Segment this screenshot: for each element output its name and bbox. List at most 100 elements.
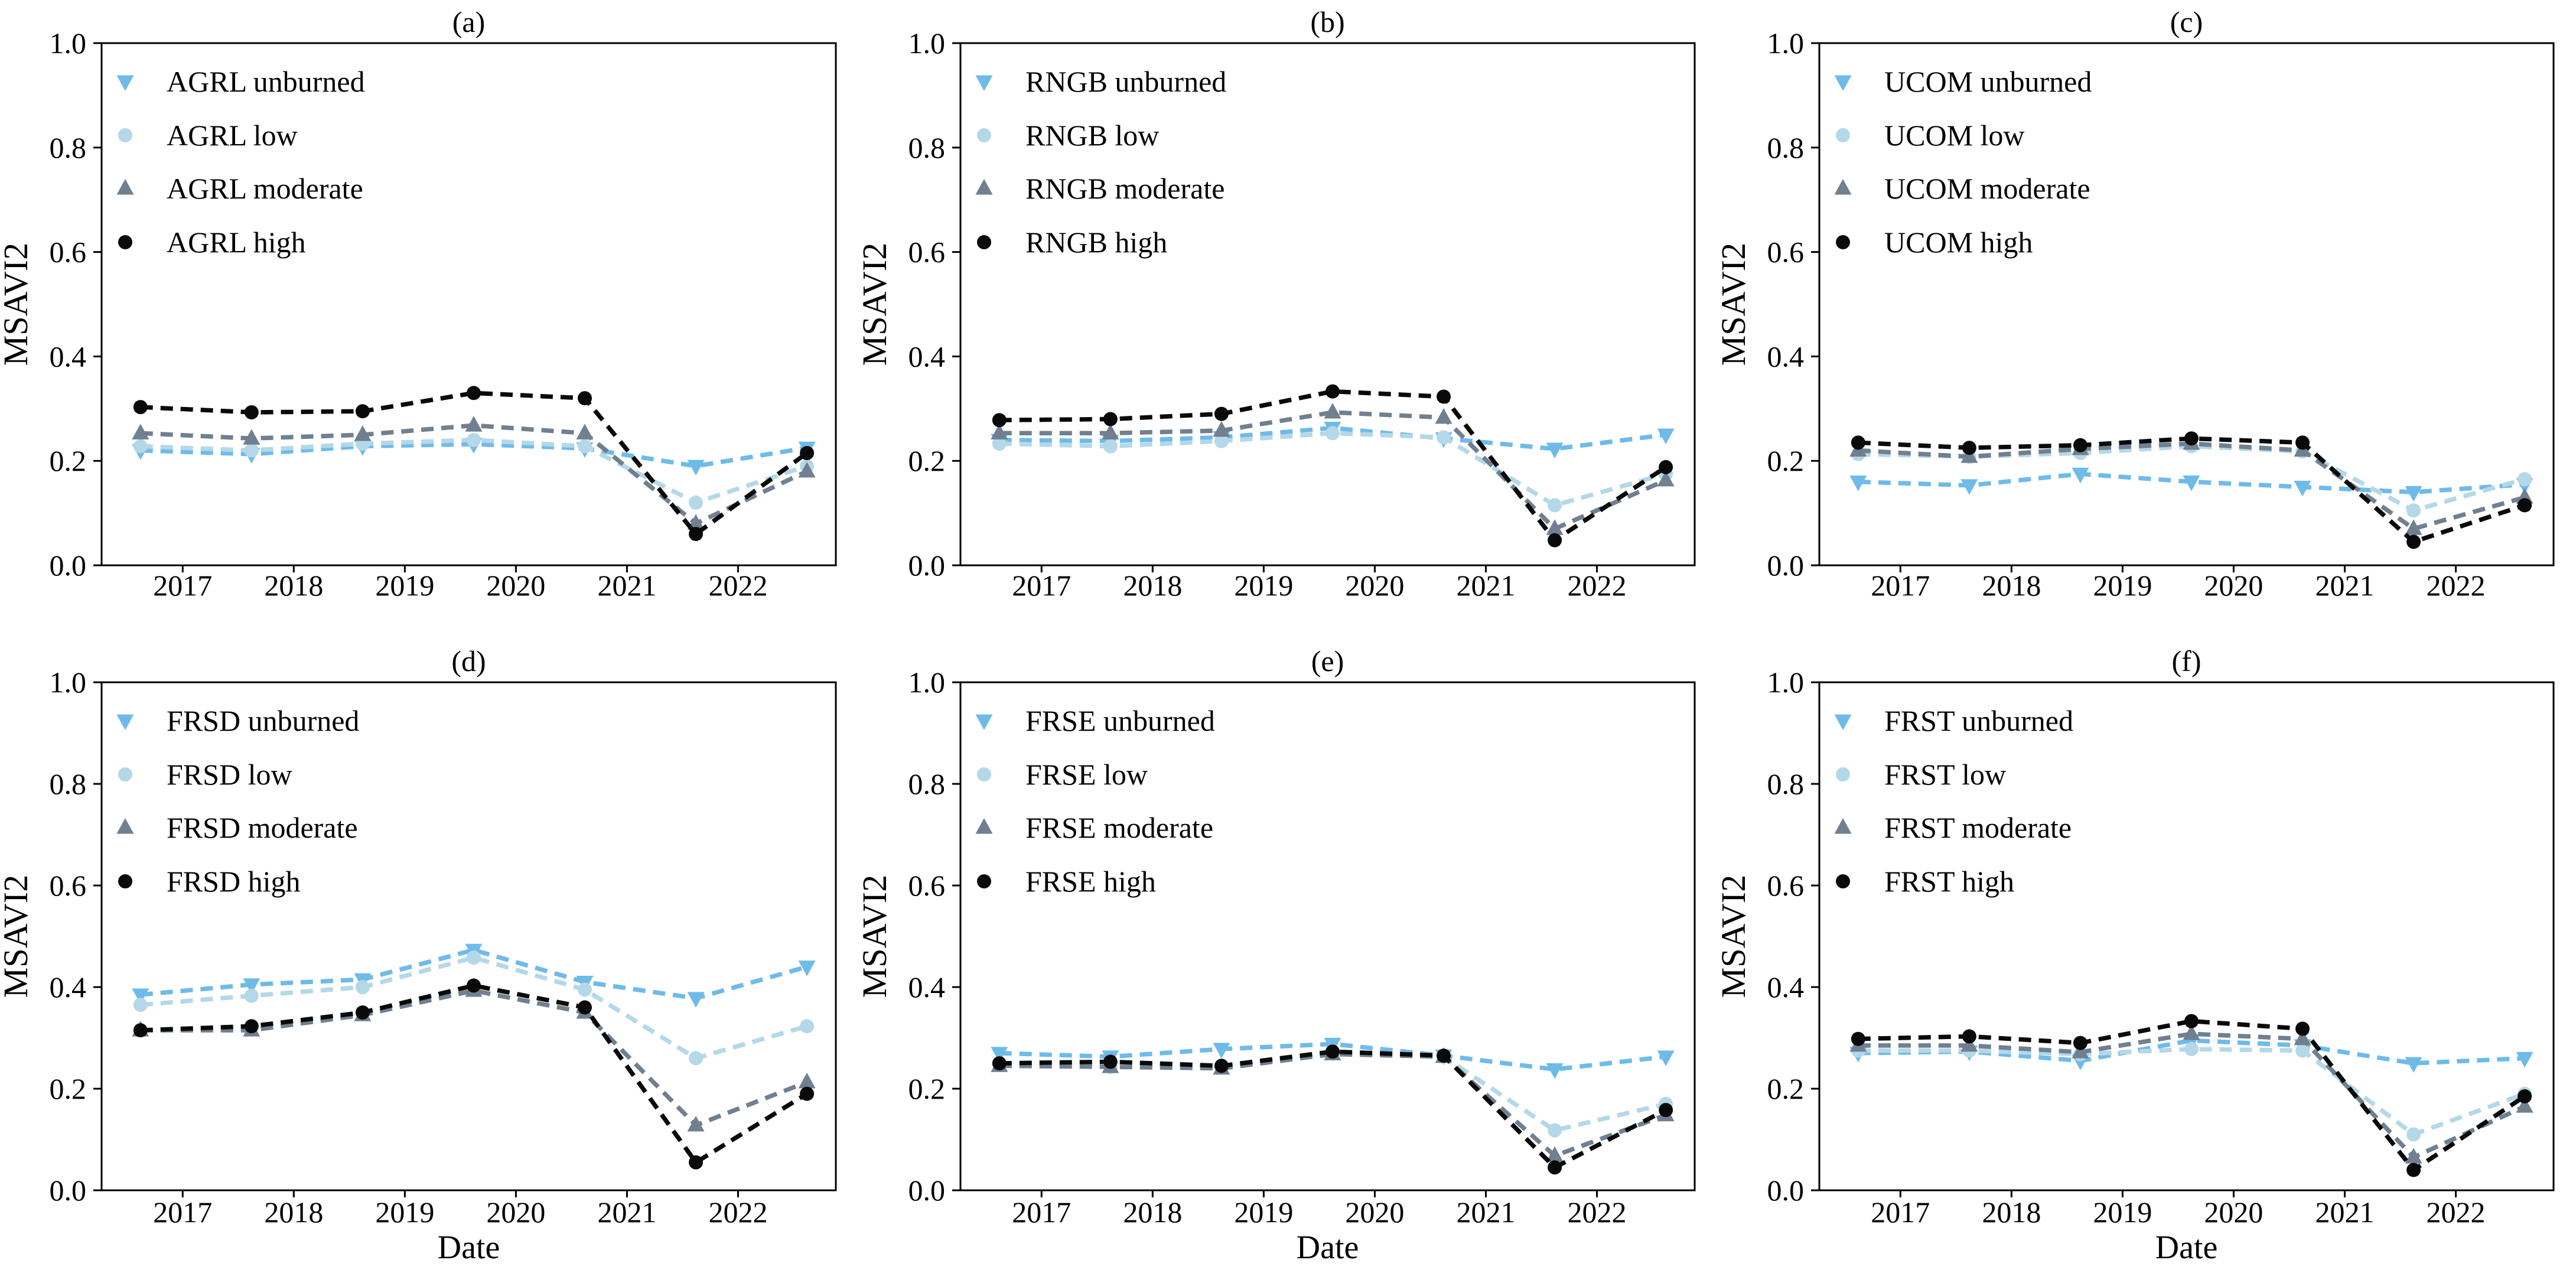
series-marker-high bbox=[992, 1056, 1007, 1070]
y-tick-label: 1.0 bbox=[908, 666, 946, 699]
legend-entry-low: FRSE low bbox=[977, 758, 1148, 791]
series-marker-moderate bbox=[576, 424, 594, 439]
series-marker-unburned bbox=[687, 460, 705, 476]
series-marker-low bbox=[2518, 472, 2532, 487]
series-marker-high bbox=[1325, 384, 1340, 399]
x-tick-label: 2022 bbox=[709, 1196, 768, 1229]
series-marker-high bbox=[244, 1019, 259, 1034]
series-marker-low bbox=[1548, 498, 1562, 513]
y-tick-label: 0.0 bbox=[908, 1174, 946, 1207]
series-marker-high bbox=[355, 404, 370, 419]
x-tick-label: 2017 bbox=[1871, 1196, 1930, 1229]
series-marker-high bbox=[1548, 533, 1562, 548]
series-marker-moderate bbox=[354, 425, 372, 441]
series-marker-high bbox=[1962, 1029, 1976, 1044]
series-marker-low bbox=[689, 1051, 704, 1066]
legend-entry-unburned: UCOM unburned bbox=[1834, 65, 2092, 98]
series-marker-unburned bbox=[2516, 1051, 2533, 1068]
series-marker-high bbox=[1548, 1160, 1562, 1175]
series-marker-high bbox=[800, 1086, 815, 1101]
series-marker-low bbox=[992, 437, 1007, 451]
series-marker-high bbox=[1325, 1044, 1340, 1059]
series-marker-moderate bbox=[1213, 421, 1230, 437]
legend-label: UCOM moderate bbox=[1884, 172, 2090, 205]
plot-frame bbox=[100, 42, 837, 566]
y-tick-label: 0.0 bbox=[50, 549, 87, 582]
y-tick-label: 0.4 bbox=[908, 971, 946, 1004]
legend-entry-high: RNGB high bbox=[977, 226, 1167, 259]
legend-label: FRST high bbox=[1884, 865, 2014, 898]
series-marker-low bbox=[2406, 1127, 2421, 1142]
series-marker-moderate bbox=[132, 424, 149, 439]
legend-label: AGRL unburned bbox=[167, 65, 365, 98]
x-tick-label: 2018 bbox=[1982, 569, 2041, 602]
series-marker-unburned bbox=[991, 1047, 1008, 1063]
series-marker-high bbox=[244, 405, 259, 419]
legend-entry-high: FRSE high bbox=[977, 865, 1156, 898]
series-marker-moderate bbox=[798, 461, 816, 478]
series-marker-high bbox=[2406, 1163, 2421, 1177]
legend-marker-moderate bbox=[1834, 179, 1852, 195]
series-line-high bbox=[140, 983, 809, 1165]
y-tick-label: 0.4 bbox=[50, 971, 87, 1004]
legend-marker-unburned bbox=[116, 714, 134, 730]
series-marker-low bbox=[1437, 430, 1451, 445]
panel-c-chart: (c) 0.0 0.2 0.4 0.6 0.8 1.0 2017 2018 2019 2020 202… bbox=[1718, 0, 2576, 636]
series-marker-low bbox=[578, 439, 592, 454]
legend-label: FRSD low bbox=[167, 758, 292, 791]
series-marker-moderate bbox=[1102, 424, 1119, 439]
series-marker-low bbox=[1103, 439, 1118, 454]
series-marker-high bbox=[1851, 1031, 1865, 1046]
legend-label: UCOM high bbox=[1884, 226, 2033, 259]
y-tick-label: 0.8 bbox=[50, 131, 87, 164]
y-tick-label: 0.4 bbox=[908, 340, 946, 373]
y-tick-label: 0.8 bbox=[908, 767, 946, 800]
series-marker-unburned bbox=[687, 992, 705, 1008]
x-tick-label: 2017 bbox=[153, 569, 212, 602]
x-tick-label: 2018 bbox=[1123, 1196, 1182, 1229]
y-tick-label: 0.2 bbox=[1767, 1072, 1805, 1105]
series-marker-moderate bbox=[1657, 470, 1675, 487]
legend-marker-unburned bbox=[975, 75, 993, 91]
series-marker-low bbox=[133, 439, 148, 454]
x-tick-label: 2020 bbox=[2204, 1196, 2263, 1229]
legend-marker-low bbox=[1836, 767, 1850, 782]
series-marker-low bbox=[244, 443, 259, 458]
legend-marker-low bbox=[977, 767, 991, 782]
y-tick-label: 0.0 bbox=[1767, 1174, 1805, 1207]
series-marker-unburned bbox=[1546, 442, 1564, 458]
series-marker-high bbox=[992, 413, 1007, 428]
legend-label: FRSE unburned bbox=[1025, 704, 1215, 737]
legend-entry-moderate: FRSD moderate bbox=[116, 811, 358, 844]
x-tick-label: 2022 bbox=[1568, 1196, 1627, 1229]
legend-label: UCOM unburned bbox=[1884, 65, 2092, 98]
x-tick-label: 2019 bbox=[1234, 569, 1293, 602]
legend-marker-moderate bbox=[1834, 818, 1852, 834]
series-line-low bbox=[999, 1051, 1666, 1133]
series-marker-high bbox=[1103, 412, 1118, 426]
series-marker-high bbox=[466, 386, 481, 401]
x-tick-label: 2018 bbox=[1982, 1196, 2041, 1229]
legend-marker-low bbox=[977, 128, 991, 142]
y-axis-label: MSAVI2 bbox=[0, 875, 35, 998]
x-axis-label: Date bbox=[1297, 1229, 1359, 1266]
y-tick-label: 0.6 bbox=[50, 236, 87, 269]
y-axis-label: MSAVI2 bbox=[0, 243, 35, 366]
legend-marker-low bbox=[118, 128, 132, 142]
x-tick-label: 2020 bbox=[486, 569, 545, 602]
series-marker-moderate bbox=[465, 416, 483, 432]
y-tick-label: 0.2 bbox=[1767, 444, 1805, 477]
series-marker-high bbox=[1214, 406, 1229, 421]
legend-label: FRST low bbox=[1884, 758, 2006, 791]
legend-marker-moderate bbox=[975, 818, 993, 834]
series-marker-unburned bbox=[1849, 476, 1867, 491]
x-tick-label: 2022 bbox=[2427, 1196, 2486, 1229]
series-marker-unburned bbox=[243, 978, 260, 994]
series-marker-low bbox=[689, 495, 704, 510]
x-tick-label: 2020 bbox=[1345, 569, 1404, 602]
x-tick-label: 2017 bbox=[1871, 569, 1930, 602]
legend-label: FRSD high bbox=[167, 865, 300, 898]
legend-entry-low: AGRL low bbox=[118, 119, 298, 152]
x-tick-label: 2021 bbox=[597, 1196, 656, 1229]
legend-entry-low: FRST low bbox=[1836, 758, 2006, 791]
